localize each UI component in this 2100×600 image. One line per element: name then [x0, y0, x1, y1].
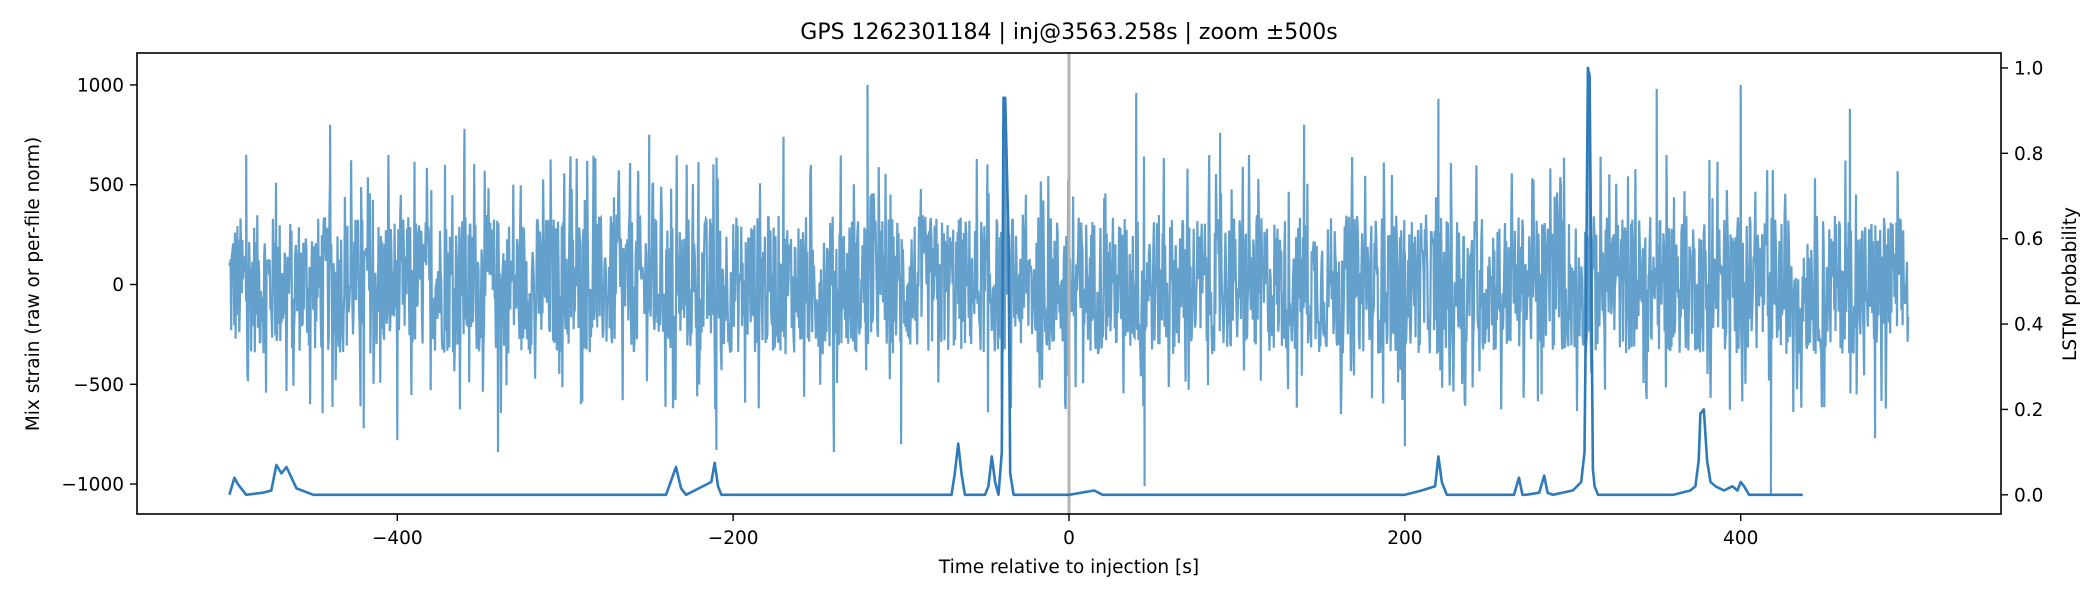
y2-axis-label: LSTM probability [2060, 207, 2081, 361]
y-axis-right: 0.0 0.2 0.4 0.6 0.8 1.0 [2001, 58, 2043, 506]
y2-tick-label: 0.2 [2014, 400, 2043, 421]
x-tick-label: −400 [372, 528, 423, 549]
x-axis-label: Time relative to injection [s] [938, 557, 1199, 578]
y2-tick-label: 0.6 [2014, 229, 2043, 250]
x-tick-label: −200 [708, 528, 759, 549]
plot-area [228, 53, 1910, 514]
lstm-probability-line [228, 66, 1803, 497]
y-tick-label: −1000 [61, 475, 124, 496]
y2-tick-label: 0.4 [2014, 315, 2043, 336]
y-tick-label: −500 [73, 375, 124, 396]
y2-tick-label: 0.8 [2014, 144, 2043, 165]
y2-tick-label: 0.0 [2014, 485, 2043, 506]
y-tick-label: 500 [89, 175, 124, 196]
y-axis-left: −1000 −500 0 500 1000 [61, 75, 137, 496]
x-tick-label: 200 [1387, 528, 1422, 549]
x-axis: −400 −200 0 200 400 [372, 514, 1758, 549]
y-tick-label: 0 [112, 275, 124, 296]
chart-title: GPS 1262301184 | inj@3563.258s | zoom ±5… [800, 20, 1337, 45]
x-tick-label: 400 [1723, 528, 1758, 549]
y2-tick-label: 1.0 [2014, 58, 2043, 79]
x-tick-label: 0 [1063, 528, 1075, 549]
y-tick-label: 1000 [77, 75, 124, 96]
y-axis-label: Mix strain (raw or per-file norm) [23, 137, 44, 431]
